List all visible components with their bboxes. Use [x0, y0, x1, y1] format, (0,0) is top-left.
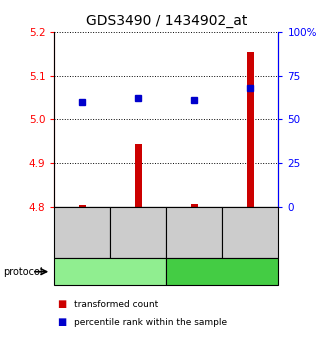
Text: percentile rank within the sample: percentile rank within the sample [74, 318, 227, 327]
Bar [135, 144, 142, 207]
Bar [79, 205, 86, 207]
Text: ■: ■ [58, 317, 67, 327]
Text: protocol: protocol [3, 267, 43, 277]
Text: GSM310452: GSM310452 [246, 205, 255, 260]
Bar [247, 52, 254, 207]
Text: Deaf-1 deficiency: Deaf-1 deficiency [183, 267, 262, 276]
Text: ■: ■ [58, 299, 67, 309]
Bar [191, 204, 198, 207]
Text: Deaf-1
overexpression: Deaf-1 overexpression [76, 262, 145, 281]
Text: GSM310449: GSM310449 [190, 205, 199, 260]
Text: GSM310450: GSM310450 [134, 205, 143, 260]
Title: GDS3490 / 1434902_at: GDS3490 / 1434902_at [86, 14, 247, 28]
Text: transformed count: transformed count [74, 300, 158, 309]
Text: GSM310448: GSM310448 [78, 205, 87, 260]
